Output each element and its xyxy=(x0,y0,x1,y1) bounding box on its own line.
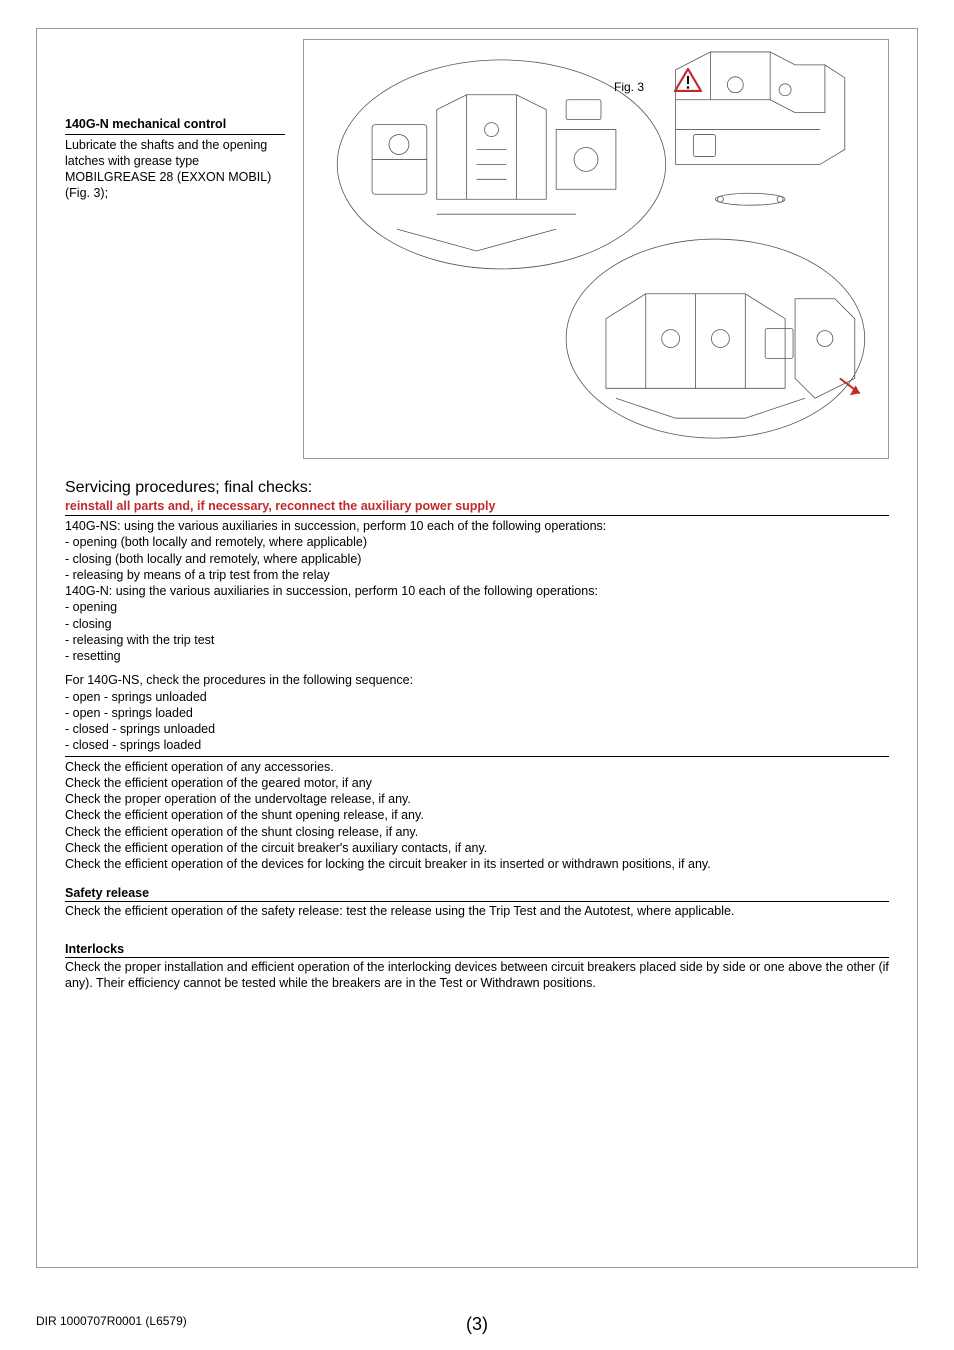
block2-intro: For 140G-NS, check the procedures in the… xyxy=(65,672,889,688)
block1-item: - closing (both locally and remotely, wh… xyxy=(65,551,889,567)
interlocks-body: Check the proper installation and effici… xyxy=(65,959,889,992)
block1b-item: - releasing with the trip test xyxy=(65,632,889,648)
block2-item: - open - springs loaded xyxy=(65,705,889,721)
check-line: Check the efficient operation of the dev… xyxy=(65,856,889,872)
divider xyxy=(65,756,889,757)
page: 140G-N mechanical control Lubricate the … xyxy=(0,0,954,1350)
servicing-subheading: reinstall all parts and, if necessary, r… xyxy=(65,499,889,516)
servicing-heading: Servicing procedures; final checks: xyxy=(65,479,889,497)
mechanism-schematic xyxy=(304,40,888,458)
block2-item: - closed - springs loaded xyxy=(65,737,889,753)
block1-item: - releasing by means of a trip test from… xyxy=(65,567,889,583)
check-line: Check the efficient operation of any acc… xyxy=(65,759,889,775)
block1b-intro: 140G-N: using the various auxiliaries in… xyxy=(65,583,889,599)
block2-item: - open - springs unloaded xyxy=(65,689,889,705)
top-row: 140G-N mechanical control Lubricate the … xyxy=(65,39,889,459)
block1-item: - opening (both locally and remotely, wh… xyxy=(65,534,889,550)
mechanical-control-block: 140G-N mechanical control Lubricate the … xyxy=(65,39,285,459)
block1b-item: - closing xyxy=(65,616,889,632)
block1b-item: - resetting xyxy=(65,648,889,664)
safety-release-heading: Safety release xyxy=(65,886,889,902)
mechanical-control-heading: 140G-N mechanical control xyxy=(65,117,285,135)
check-line: Check the efficient operation of the gea… xyxy=(65,775,889,791)
block1b-item: - opening xyxy=(65,599,889,615)
mechanical-control-body: Lubricate the shafts and the opening lat… xyxy=(65,137,285,202)
page-footer: DIR 1000707R0001 (L6579) (3) xyxy=(36,1314,918,1328)
block1-intro: 140G-NS: using the various auxiliaries i… xyxy=(65,518,889,534)
check-line: Check the efficient operation of the shu… xyxy=(65,824,889,840)
content-frame: 140G-N mechanical control Lubricate the … xyxy=(36,28,918,1268)
check-line: Check the proper operation of the underv… xyxy=(65,791,889,807)
block2-item: - closed - springs unloaded xyxy=(65,721,889,737)
check-line: Check the efficient operation of the shu… xyxy=(65,807,889,823)
checks-block: Check the efficient operation of any acc… xyxy=(65,759,889,873)
doc-reference: DIR 1000707R0001 (L6579) xyxy=(36,1314,187,1328)
interlocks-heading: Interlocks xyxy=(65,942,889,958)
check-line: Check the efficient operation of the cir… xyxy=(65,840,889,856)
safety-release-body: Check the efficient operation of the saf… xyxy=(65,903,889,919)
servicing-block1: 140G-NS: using the various auxiliaries i… xyxy=(65,518,889,664)
servicing-block2: For 140G-NS, check the procedures in the… xyxy=(65,672,889,753)
page-number: (3) xyxy=(466,1314,488,1335)
figure-3-box: Fig. 3 xyxy=(303,39,889,459)
